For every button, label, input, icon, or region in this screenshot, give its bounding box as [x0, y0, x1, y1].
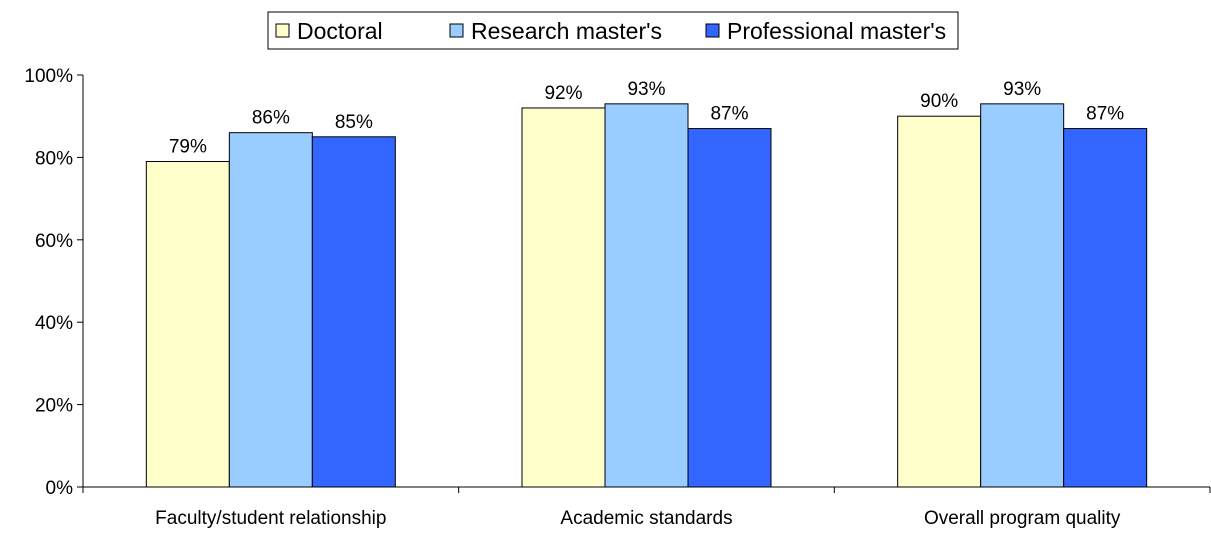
bar-doctoral-academic-standards: [521, 107, 606, 488]
y-tick-label: 20%: [35, 396, 73, 417]
x-tick-label: Overall program quality: [924, 508, 1121, 529]
data-label: 90%: [920, 91, 958, 112]
data-label: 87%: [1086, 104, 1124, 125]
y-tick-label: 80%: [35, 148, 73, 169]
legend-label-research-master-s: Research master's: [471, 18, 662, 44]
data-label: 87%: [710, 104, 748, 125]
data-label: 86%: [252, 108, 290, 129]
axes: 0% 20% 40% 60% 80% 100% Faculty/student relati…: [24, 66, 1211, 529]
data-label: 92%: [544, 83, 582, 104]
bar-research-master-s-academic-standards: [604, 103, 689, 488]
data-label: 79%: [169, 137, 207, 158]
bars: [145, 103, 1148, 488]
legend-label-doctoral: Doctoral: [297, 18, 383, 44]
bar-research-master-s-faculty-student-relationship: [228, 132, 313, 488]
x-tick-label: Academic standards: [560, 508, 732, 529]
data-label: 93%: [627, 79, 665, 100]
bar-research-master-s-overall-program-quality: [980, 103, 1065, 488]
y-tick-label: 0%: [46, 478, 74, 499]
legend-label-professional-master-s: Professional master's: [727, 18, 946, 44]
legend-box: [267, 11, 959, 50]
y-tick-label: 40%: [35, 313, 73, 334]
data-label: 93%: [1003, 79, 1041, 100]
y-tick-label: 100%: [24, 66, 73, 87]
legend-swatch-doctoral: [275, 23, 290, 38]
data-labels: 79% 86% 85% 92% 93% 87% 90% 93% 87%: [169, 79, 1124, 158]
data-label: 85%: [335, 112, 373, 133]
bar-professional-master-s-faculty-student-relationship: [311, 136, 396, 488]
bar-doctoral-faculty-student-relationship: [145, 161, 230, 488]
y-tick-label: 60%: [35, 231, 73, 252]
legend-swatch-research-master-s: [449, 23, 464, 38]
bar-professional-master-s-overall-program-quality: [1063, 128, 1148, 488]
legend: Doctoral Research master's Professional ma…: [267, 11, 959, 50]
bar-professional-master-s-academic-standards: [687, 128, 772, 488]
legend-swatch-professional-master-s: [705, 23, 720, 38]
bar-doctoral-overall-program-quality: [897, 115, 982, 488]
x-tick-label: Faculty/student relationship: [155, 508, 386, 529]
